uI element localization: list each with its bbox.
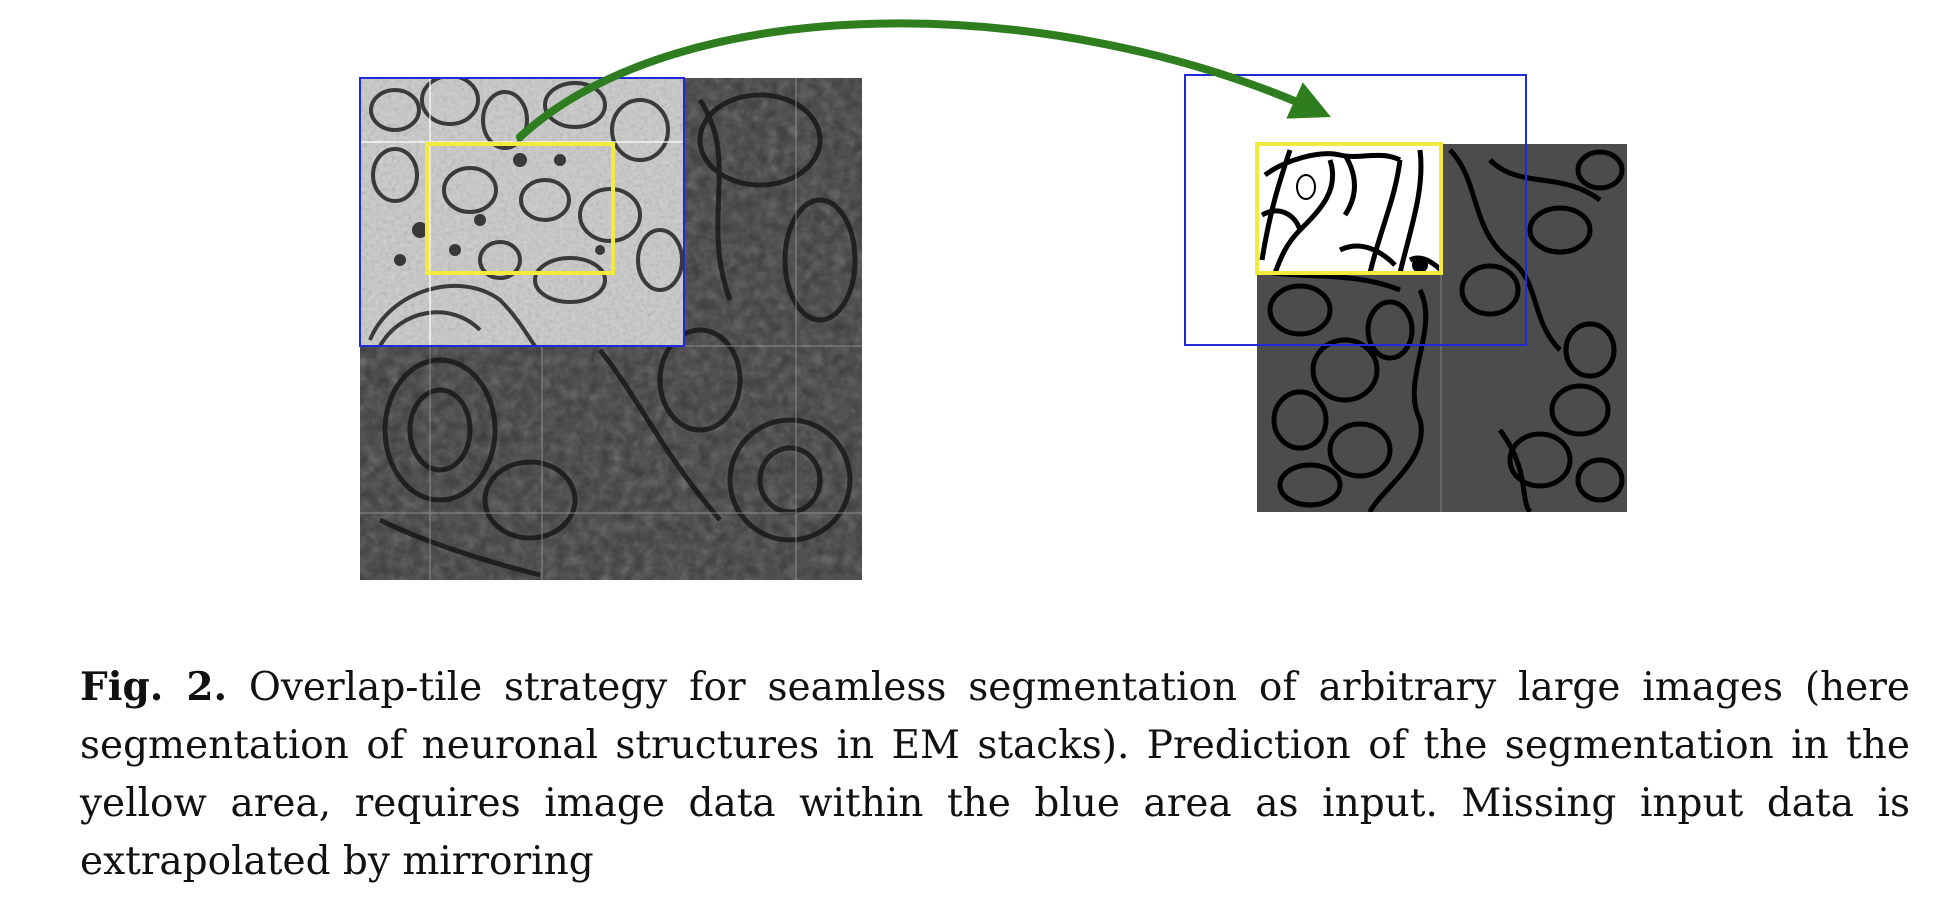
figure-caption: Fig. 2. Overlap-tile strategy for seamle…: [80, 658, 1910, 891]
input-area-box-output: [1184, 74, 1527, 346]
overlap-tile-figure: [359, 19, 1627, 580]
prediction-area-box: [1255, 142, 1443, 275]
segmentation-output-tile: [1257, 144, 1441, 273]
figure-label: Fig. 2.: [80, 664, 228, 710]
caption-text: Overlap-tile strategy for seamless segme…: [80, 665, 1910, 884]
input-area-box: [359, 77, 685, 347]
prediction-area-box-input: [425, 142, 615, 275]
mapping-arrow: [516, 19, 1331, 141]
em-bright-tile: [360, 78, 684, 346]
